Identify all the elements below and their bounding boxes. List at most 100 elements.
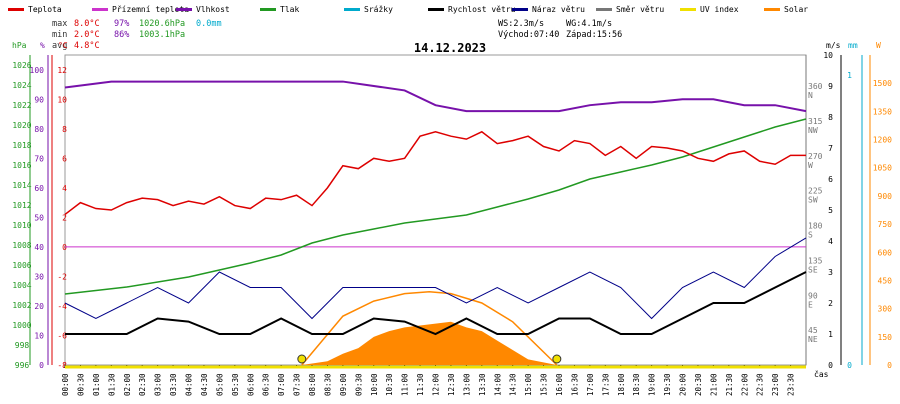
legend-label: Solar xyxy=(784,5,808,14)
temperature-line xyxy=(64,130,806,216)
pressure-tick-label: 1020 xyxy=(12,121,31,130)
time-tick-label: 21:30 xyxy=(725,373,734,396)
legend-label: Směr větru xyxy=(616,5,664,14)
humidity-tick-label: 60 xyxy=(34,184,44,193)
time-tick-label: 22:00 xyxy=(740,373,749,396)
time-tick-label: 02:00 xyxy=(123,373,132,396)
pressure-tick-label: 998 xyxy=(15,341,30,350)
solar-clear-sky-line xyxy=(301,290,558,366)
wind-gust-line xyxy=(64,237,807,320)
time-tick-label: 13:30 xyxy=(478,373,487,396)
wind-tick-label: 3 xyxy=(828,268,833,277)
time-tick-label: 08:30 xyxy=(323,373,332,396)
time-tick-label: 10:30 xyxy=(385,373,394,396)
rain-unit-label: mm xyxy=(848,41,858,50)
time-tick-label: 17:30 xyxy=(601,373,610,396)
direction-tick-label: 360 xyxy=(808,82,823,91)
direction-tick-label: 225 xyxy=(808,187,823,196)
direction-tick-label: NE xyxy=(808,335,818,344)
time-tick-label: 06:30 xyxy=(262,373,271,396)
wind-tick-label: 2 xyxy=(828,299,833,308)
wind-tick-label: 0 xyxy=(828,361,833,370)
stats-min-label: min xyxy=(52,30,67,40)
wind-tick-label: 6 xyxy=(828,175,833,184)
solar-tick-label: 600 xyxy=(878,248,893,257)
pressure-tick-label: 1014 xyxy=(12,181,31,190)
time-tick-label: 02:30 xyxy=(138,373,147,396)
wind-tick-label: 7 xyxy=(828,144,833,153)
humidity-tick-label: 80 xyxy=(34,125,44,134)
rain-tick-label: 1 xyxy=(847,71,852,80)
legend-swatch xyxy=(764,8,780,11)
stats-min-press: 1003.1hPa xyxy=(139,30,185,40)
time-tick-label: 04:30 xyxy=(200,373,209,396)
direction-tick-label: E xyxy=(808,300,813,309)
time-tick-label: 07:00 xyxy=(277,373,286,396)
time-tick-label: 06:00 xyxy=(246,373,255,396)
legend-label: Teplota xyxy=(28,5,62,14)
temperature-tick-label: 12 xyxy=(57,66,67,75)
direction-tick-label: NW xyxy=(808,126,818,135)
pressure-tick-label: 996 xyxy=(15,361,30,370)
stats-avg-temp: 4.8°C xyxy=(74,41,100,51)
stats-max-hum: 97% xyxy=(114,19,129,29)
time-tick-label: 18:30 xyxy=(632,373,641,396)
temperature-tick-label: 0 xyxy=(62,243,67,252)
pressure-tick-label: 1002 xyxy=(12,301,31,310)
time-tick-label: 01:00 xyxy=(92,373,101,396)
humidity-tick-label: 20 xyxy=(34,302,44,311)
humidity-tick-label: 40 xyxy=(34,243,44,252)
time-tick-label: 07:30 xyxy=(293,373,302,396)
stats-max-press: 1020.6hPa xyxy=(139,19,185,29)
pressure-tick-label: 1010 xyxy=(12,221,31,230)
wind-unit-label: m/s xyxy=(826,41,841,50)
direction-tick-label: SE xyxy=(808,265,818,274)
humidity-tick-label: 0 xyxy=(39,361,44,370)
stats-min-hum: 86% xyxy=(114,30,129,40)
stats-max-label: max xyxy=(52,19,67,29)
pressure-tick-label: 1026 xyxy=(12,61,31,70)
wind-speed-line xyxy=(65,271,807,336)
pressure-tick-label: 1022 xyxy=(12,101,31,110)
pressure-tick-label: 1004 xyxy=(12,281,31,290)
time-tick-label: 20:30 xyxy=(694,373,703,396)
stats-avg-label: avg xyxy=(52,41,67,51)
legend-swatch xyxy=(176,8,192,11)
time-tick-label: 16:00 xyxy=(555,373,564,396)
wind-tick-label: 10 xyxy=(823,51,833,60)
legend-label: Rychlost větru xyxy=(448,5,516,14)
pressure-tick-label: 1012 xyxy=(12,201,31,210)
temperature-unit-label: °C xyxy=(58,41,68,50)
chart-title: 14.12.2023 xyxy=(414,41,486,55)
solar-tick-label: 900 xyxy=(878,192,893,201)
stats-wind-gust: WG:4.1m/s xyxy=(566,19,612,29)
solar-tick-label: 450 xyxy=(878,276,893,285)
wind-tick-label: 9 xyxy=(828,82,833,91)
legend-label: Vlhkost xyxy=(196,5,230,14)
humidity-tick-label: 10 xyxy=(34,331,44,340)
axes: 1026102410221020101810161014101210101008… xyxy=(12,51,892,396)
time-tick-label: 14:00 xyxy=(493,373,502,396)
humidity-tick-label: 100 xyxy=(30,66,45,75)
solar-tick-label: 1200 xyxy=(873,136,892,145)
direction-tick-label: SW xyxy=(808,196,818,205)
temperature-tick-label: 8 xyxy=(62,125,67,134)
sunrise-marker xyxy=(297,354,307,364)
temperature-tick-label: 4 xyxy=(62,184,67,193)
solar-unit-label: W xyxy=(876,41,881,50)
legend-swatch xyxy=(260,8,276,11)
time-tick-label: 16:30 xyxy=(570,373,579,396)
direction-tick-label: S xyxy=(808,231,813,240)
wind-tick-label: 4 xyxy=(828,237,833,246)
time-tick-label: 18:00 xyxy=(617,373,626,396)
solar-tick-label: 750 xyxy=(878,220,893,229)
time-tick-label: 19:00 xyxy=(648,373,657,396)
temperature-tick-label: -8 xyxy=(57,361,67,370)
time-tick-label: 12:30 xyxy=(447,373,456,396)
humidity-line xyxy=(64,80,807,113)
direction-tick-label: N xyxy=(808,91,813,100)
humidity-unit-label: % xyxy=(40,41,45,50)
wind-tick-label: 5 xyxy=(828,206,833,215)
humidity-tick-label: 30 xyxy=(34,272,44,281)
legend-label: UV index xyxy=(700,5,739,14)
